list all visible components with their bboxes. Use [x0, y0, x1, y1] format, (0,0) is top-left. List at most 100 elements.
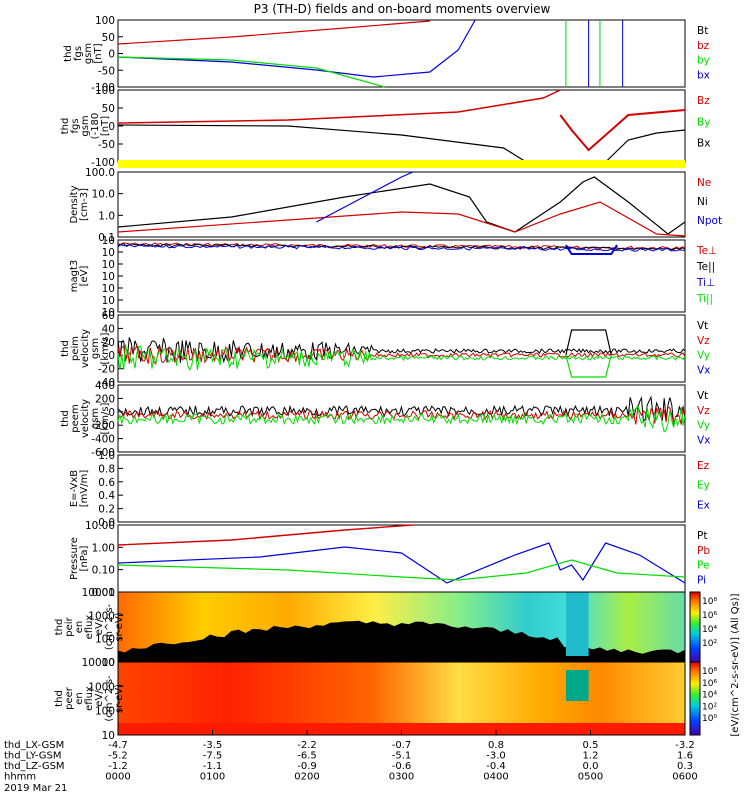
colorbar-tick: 10⁸	[702, 597, 717, 607]
y-tick-label: 100	[95, 85, 115, 97]
y-tick-label: 40	[102, 323, 115, 335]
electron-low-energy-band	[118, 723, 685, 735]
temp-frame	[117, 239, 686, 313]
colorbar-tick: 10²	[702, 639, 717, 649]
y-axis-label: [cm-3]	[79, 188, 90, 221]
y-tick-label: 10	[102, 295, 115, 307]
legend-efield-0: Ez	[697, 460, 710, 472]
trace-vz	[117, 343, 686, 365]
y-axis-label: gsm	[90, 338, 101, 359]
legend-fgs-0: Bt	[697, 25, 708, 37]
x-tick-label: 1.2	[583, 751, 599, 762]
y-tick-label: -50	[98, 65, 115, 77]
legend-density-0: Ne	[697, 177, 711, 189]
legend-vi-3: Vx	[697, 364, 710, 376]
y-axis-label: Density	[69, 185, 80, 223]
trace-pi	[117, 542, 686, 584]
y-tick-label: 50	[102, 103, 115, 115]
ion-low-count-band	[118, 620, 685, 662]
y-axis-label: [eV]	[79, 266, 90, 287]
y-axis-label: peem	[70, 404, 81, 432]
electron-colorbar	[689, 661, 701, 736]
colorbar-tick: 10⁸	[702, 667, 717, 677]
time-axis-row-label: hhmm	[4, 772, 36, 783]
y-tick-label: 10.0	[92, 189, 115, 201]
y-tick-label: 0.0	[98, 517, 115, 529]
y-axis-label: [nPa]	[79, 545, 90, 571]
x-tick-label: -1.2	[108, 761, 128, 772]
y-axis-label: thd	[60, 118, 71, 135]
y-tick-label: 10	[102, 657, 115, 669]
y-axis-label: gsm	[83, 43, 94, 64]
y-tick-label: 50	[102, 32, 115, 44]
trace-vy	[117, 403, 686, 433]
y-axis-label: (cm^2-s-	[104, 675, 115, 722]
y-tick-label: 100.0	[85, 167, 115, 179]
x-tick-label: 0200	[294, 772, 319, 783]
y-axis-label: Pressure	[69, 537, 80, 580]
legend-density-2: Npot	[697, 215, 722, 227]
time-axis-row-label: thd_LY-GSM	[4, 751, 61, 762]
y-axis-label: eflux	[84, 615, 95, 640]
trace-ti-drop	[565, 244, 618, 255]
y-axis-label: velocity	[80, 399, 91, 438]
legend-pressure-2: Pe	[697, 560, 709, 572]
y-axis-label: eflux	[84, 686, 95, 711]
time-axis-row-label: thd_LZ-GSM	[4, 761, 65, 772]
y-tick-label: -40	[98, 377, 115, 389]
colorbar-tick: 10⁴	[702, 691, 717, 701]
trace-npot	[316, 171, 414, 223]
x-tick-label: 0100	[200, 772, 225, 783]
colorbar-tick: 10⁴	[702, 625, 717, 635]
trace-te-par	[117, 243, 686, 251]
trace-ti-perp	[117, 244, 686, 252]
trace-bx	[117, 124, 527, 163]
legend-temp-2: Ti⊥	[696, 277, 715, 289]
legend-fgs-1: bz	[697, 40, 710, 52]
y-tick-label: 0.2	[98, 504, 115, 516]
quality-flag-bar	[118, 160, 685, 168]
legend-pressure-1: Pb	[697, 545, 710, 557]
colorbar-label: [eV/(cm^2-s-sr-eV)] (All Qs)]	[730, 593, 741, 736]
y-tick-label: -600	[91, 447, 115, 459]
y-tick-label: 1.0	[98, 450, 115, 462]
y-tick-label: 10	[102, 259, 115, 271]
y-axis-label: thd	[54, 619, 65, 636]
y-tick-label: 10	[102, 307, 115, 319]
y-tick-label: 1000	[88, 681, 115, 693]
y-tick-label: -400	[91, 434, 115, 446]
y-tick-label: 0.6	[98, 477, 115, 489]
legend-ve-3: Vx	[697, 434, 710, 446]
trace-bx	[117, 19, 476, 78]
trace-bx-late	[605, 129, 686, 163]
legend-fgs-3: bx	[697, 69, 710, 81]
y-tick-label: 1000	[88, 610, 115, 622]
y-axis-label: peim	[70, 336, 81, 361]
y-axis-label: fgs	[70, 118, 81, 133]
y-tick-label: 1.00	[92, 542, 115, 554]
legend-pressure-0: Pt	[697, 530, 707, 542]
trace-vt	[117, 337, 686, 364]
y-tick-label: 10000	[82, 657, 115, 669]
y-tick-label: 10	[102, 247, 115, 259]
trace-bz	[117, 89, 561, 124]
panel-density: 100.0 10.0 1.0 0.1 Density [cm-3] Ne Ni Npot	[69, 167, 722, 244]
y-axis-label: fgs	[73, 46, 84, 61]
x-tick-label: 0.0	[583, 761, 599, 772]
legend-pressure-3: Pi	[697, 574, 706, 586]
x-tick-label: 0300	[389, 772, 414, 783]
y-axis-label: velocity	[80, 329, 91, 368]
panel-elec_spec: 10000 1000 100 10 thd peer en eflux eV/(cm^2-s-s…	[54, 657, 686, 742]
y-tick-label: 0	[108, 350, 115, 362]
legend-vi-1: Vz	[697, 335, 710, 347]
x-tick-label: -0.7	[392, 740, 412, 751]
x-tick-label: -3.5	[203, 740, 223, 751]
y-tick-label: 0.1	[98, 232, 115, 244]
x-tick-label: 0600	[672, 772, 697, 783]
y-axis-label: gsm	[80, 115, 91, 136]
